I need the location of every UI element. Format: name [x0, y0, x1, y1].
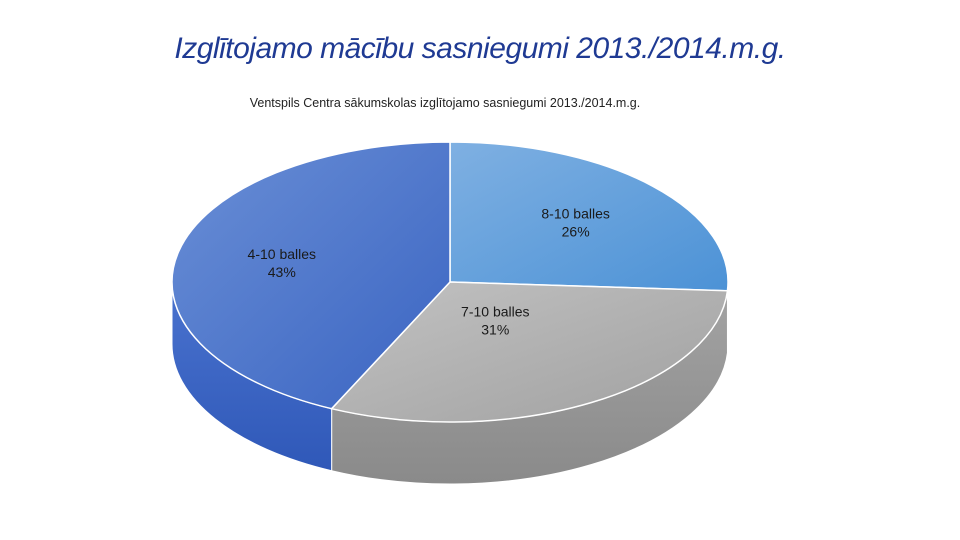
slide-title: Izglītojamo mācību sasniegumi 2013./2014… — [174, 32, 786, 65]
data-label-category: 4-10 balles — [248, 246, 317, 262]
data-label-category: 8-10 balles — [541, 206, 610, 222]
data-label-value: 26% — [562, 224, 590, 240]
data-label-value: 31% — [481, 322, 509, 338]
pie-tops — [171, 141, 729, 423]
data-label-value: 43% — [268, 264, 296, 280]
chart-title: Ventspils Centra sākumskolas izglītojamo… — [249, 96, 641, 110]
pie-slice-7-10-balles — [330, 281, 729, 423]
data-label-category: 7-10 balles — [461, 304, 530, 320]
data-label-4-10-balles: 4-10 balles 43% — [248, 246, 317, 280]
data-label-8-10-balles: 8-10 balles 26% — [541, 206, 610, 240]
data-label-7-10-balles: 7-10 balles 31% — [461, 304, 530, 338]
pie-slice-4-10-balles — [171, 141, 451, 410]
pie-slice-8-10-balles — [449, 141, 729, 292]
